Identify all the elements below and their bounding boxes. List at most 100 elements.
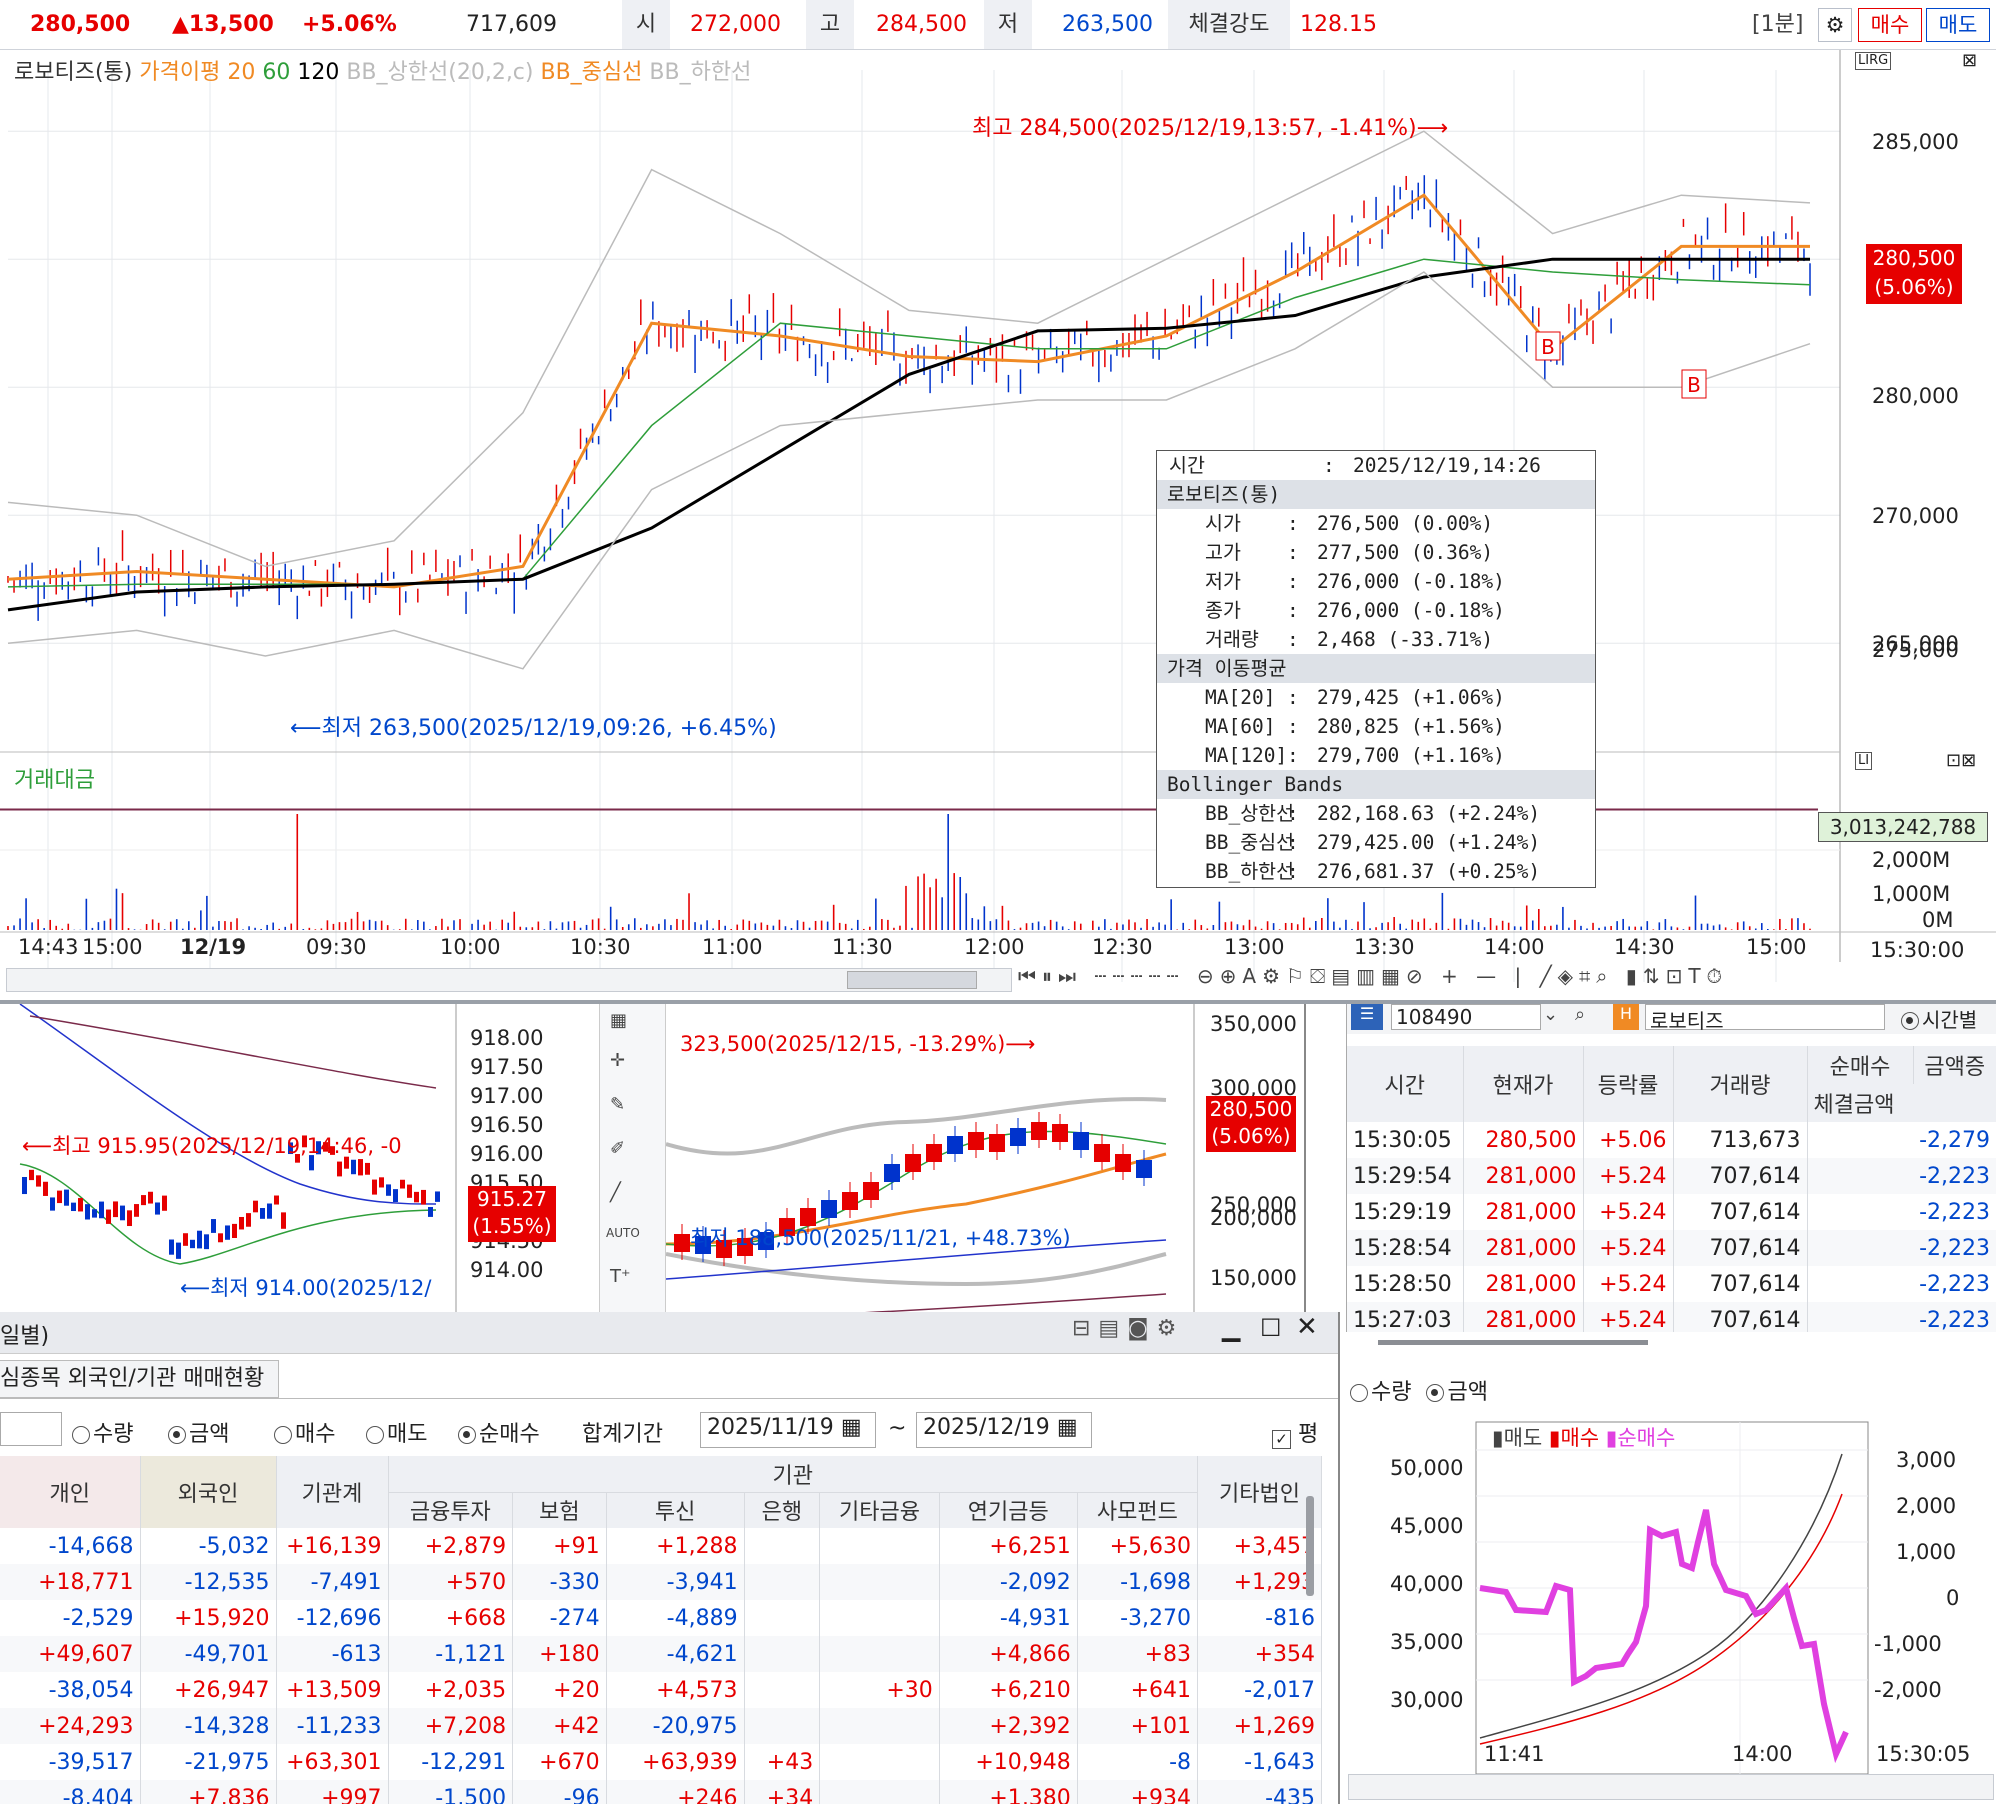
code-input[interactable]: 108490 [1391,1004,1541,1030]
table-row[interactable]: -8,404 +7,836 +997 -1,500 -96 +246 +34 +1,380 +9… [0,1780,1322,1804]
table-row[interactable]: -14,668 -5,032 +16,139 +2,879 +91 +1,288 +6,25… [0,1528,1322,1564]
buy-button[interactable]: 매수 [1858,8,1922,42]
radio-buy[interactable]: 매수 [274,1416,335,1448]
sell-button[interactable]: 매도 [1926,8,1990,42]
radio-amount[interactable]: 금액 [1426,1380,1488,1405]
average-checkbox[interactable]: ✓ 평 [1272,1416,1318,1449]
search-icon[interactable]: ⌕ [1575,1004,1586,1025]
index-candle [57,1190,62,1204]
index-chart[interactable] [0,1004,600,1312]
flow-legend: ▮매도 ▮매수 ▮순매수 [1492,1422,1675,1452]
radio-net-buy[interactable]: 순매수 [458,1416,540,1448]
index-candle [281,1212,286,1229]
auto-tool-icon[interactable]: AUTO [606,1226,640,1240]
window-controls[interactable]: ⊟▤◙⚙ [1072,1316,1185,1341]
flow-scrollbar[interactable] [1348,1774,1994,1800]
min-price-note: ⟵최저 263,500(2025/12/19,09:26, +6.45%) [290,716,777,741]
minimize-icon[interactable]: ▁ [1222,1314,1241,1342]
legend-bb-upper: BB_상한선(20,2,c) [346,60,534,85]
tooltip-row: 거래량:2,468 (-33.71%) [1205,628,1494,651]
x-tick: 10:30 [570,935,631,959]
unit-select[interactable] [0,1412,62,1446]
period-label: 합계기간 [582,1422,663,1447]
pen-tool-icon[interactable]: ✎ [610,1094,626,1115]
date-to-input[interactable]: 2025/12/19 ▦ [916,1412,1092,1448]
tab-foreign-institution[interactable]: 심종목 외국인/기관 매매현황 [0,1360,280,1398]
flow-chart-panel: 수량 금액 ▮매도 ▮매수 ▮순매수 50,000 45,000 40,000 35,… [1346,1360,1996,1804]
ruler-icon[interactable]: ▦ [610,1010,628,1031]
ticks-cell: 15:28:50 [1347,1266,1464,1302]
radio-sell[interactable]: 매도 [366,1416,427,1448]
date-from-input[interactable]: 2025/11/19 ▦ [700,1412,876,1448]
volume-li-toggle[interactable]: LI [1855,752,1873,770]
chart-scrollbar[interactable] [6,968,1012,992]
flow-chart[interactable] [1346,1414,1996,1804]
radio-qty[interactable]: 수량 [1350,1380,1411,1405]
maximize-icon[interactable]: ☐ [1260,1314,1282,1342]
splitter[interactable] [0,1000,1996,1004]
investor-cell: -330 [512,1564,607,1600]
x-tick: 10:00 [440,935,501,959]
table-row[interactable]: 15:29:19 281,000 +5.24 707,614 -2,223 [1347,1194,1996,1230]
investor-cell: -38,054 [0,1672,141,1708]
gear-icon[interactable]: ⚙ [1818,8,1852,42]
ticks-cell: 15:30:05 [1347,1122,1464,1158]
ticks-search-bar: ☰ 108490 ⌄ ⌕ H 로보티즈 시간별 [1347,1004,1996,1034]
table-row[interactable]: 15:28:50 281,000 +5.24 707,614 -2,223 [1347,1266,1996,1302]
investor-cell: +2,879 [388,1528,514,1564]
investor-cell: +354 [1197,1636,1322,1672]
index-candle [78,1198,83,1212]
index-candle [351,1159,356,1175]
investor-scrollbar[interactable] [1306,1496,1314,1596]
current-price-tag: 280,500 (5.06%) [1866,244,1962,304]
volume-window-icons[interactable]: ⊡⊠ [1946,750,1977,771]
lirg-toggle[interactable]: LIRG [1855,52,1892,70]
index-candle [183,1233,188,1246]
ticks-cell: 281,000 [1463,1230,1584,1266]
table-row[interactable]: 15:30:05 280,500 +5.06 713,673 -2,279 [1347,1122,1996,1158]
chart-toolbar[interactable]: ⏮⏸⏭ ┄┄┄┄┄ ⊖⊕A⚙⚐⛋▤▥▦⊘ + — | ╱◈⌗⌕ ▮⇅⊡T⏱ [1018,964,1729,988]
calendar-icon[interactable]: ▦ [840,1415,862,1440]
chevron-down-icon[interactable]: ⌄ [1543,1004,1559,1025]
ticks-scrollbar[interactable] [1378,1340,1648,1345]
hold-icon[interactable]: H [1613,1004,1639,1030]
table-row[interactable]: -38,054 +26,947 +13,509 +2,035 +20 +4,573 +30 +… [0,1672,1322,1708]
radio-qty[interactable]: 수량 [72,1416,133,1448]
table-row[interactable]: +49,607 -49,701 -613 -1,121 +180 -4,621 +4,866… [0,1636,1322,1672]
x-tick: 14:30 [1614,935,1675,959]
close-icon[interactable]: ✕ [1296,1312,1318,1342]
index-candle [218,1233,223,1243]
x-tick: 11:00 [702,935,763,959]
calendar-icon[interactable]: ▦ [1056,1415,1078,1440]
table-row[interactable]: -39,517 -21,975 +63,301 -12,291 +670 +63,939 +… [0,1744,1322,1780]
marker-tool-icon[interactable]: ✐ [610,1138,626,1159]
table-row[interactable]: 15:29:54 281,000 +5.24 707,614 -2,223 [1347,1158,1996,1194]
investor-cell: -96 [512,1780,607,1804]
interval-button[interactable]: [1분] [1752,12,1804,37]
text-tool-icon[interactable]: T⁺ [610,1266,631,1287]
table-row[interactable]: -2,529 +15,920 -12,696 +668 -274 -4,889 -4,931… [0,1600,1322,1636]
col-sub-institution: 보험 [512,1492,607,1528]
index-y-tick: 918.00 [470,1026,544,1050]
line-tool-icon[interactable]: ╱ [610,1182,621,1203]
table-row[interactable]: +18,771 -12,535 -7,491 +570 -330 -3,941 -2,092… [0,1564,1322,1600]
radio-amount[interactable]: 금액 [168,1416,229,1448]
mode-radio[interactable]: 시간별 [1901,1004,1977,1033]
col-individual: 개인 [0,1456,141,1528]
index-candle [232,1223,237,1238]
scroll-thumb[interactable] [847,971,977,989]
table-row[interactable]: +24,293 -14,328 -11,233 +7,208 +42 -20,975 +2,… [0,1708,1322,1744]
cross-tool-icon[interactable]: ✛ [610,1050,626,1071]
maximize-icon[interactable]: ⊠ [1962,50,1978,71]
buy-signal-marker: B [1681,369,1707,399]
index-candle [407,1184,412,1198]
list-icon[interactable]: ☰ [1351,1004,1383,1030]
investor-cell: -4,621 [606,1636,745,1672]
open-label: 시 [622,0,670,49]
daily-chart[interactable]: 250,000 [666,1004,1306,1312]
x-tick: 13:00 [1224,935,1285,959]
table-row[interactable]: 15:27:03 281,000 +5.24 707,614 -2,223 [1347,1302,1996,1332]
index-candle [64,1189,69,1206]
table-row[interactable]: 15:28:54 281,000 +5.24 707,614 -2,223 [1347,1230,1996,1266]
